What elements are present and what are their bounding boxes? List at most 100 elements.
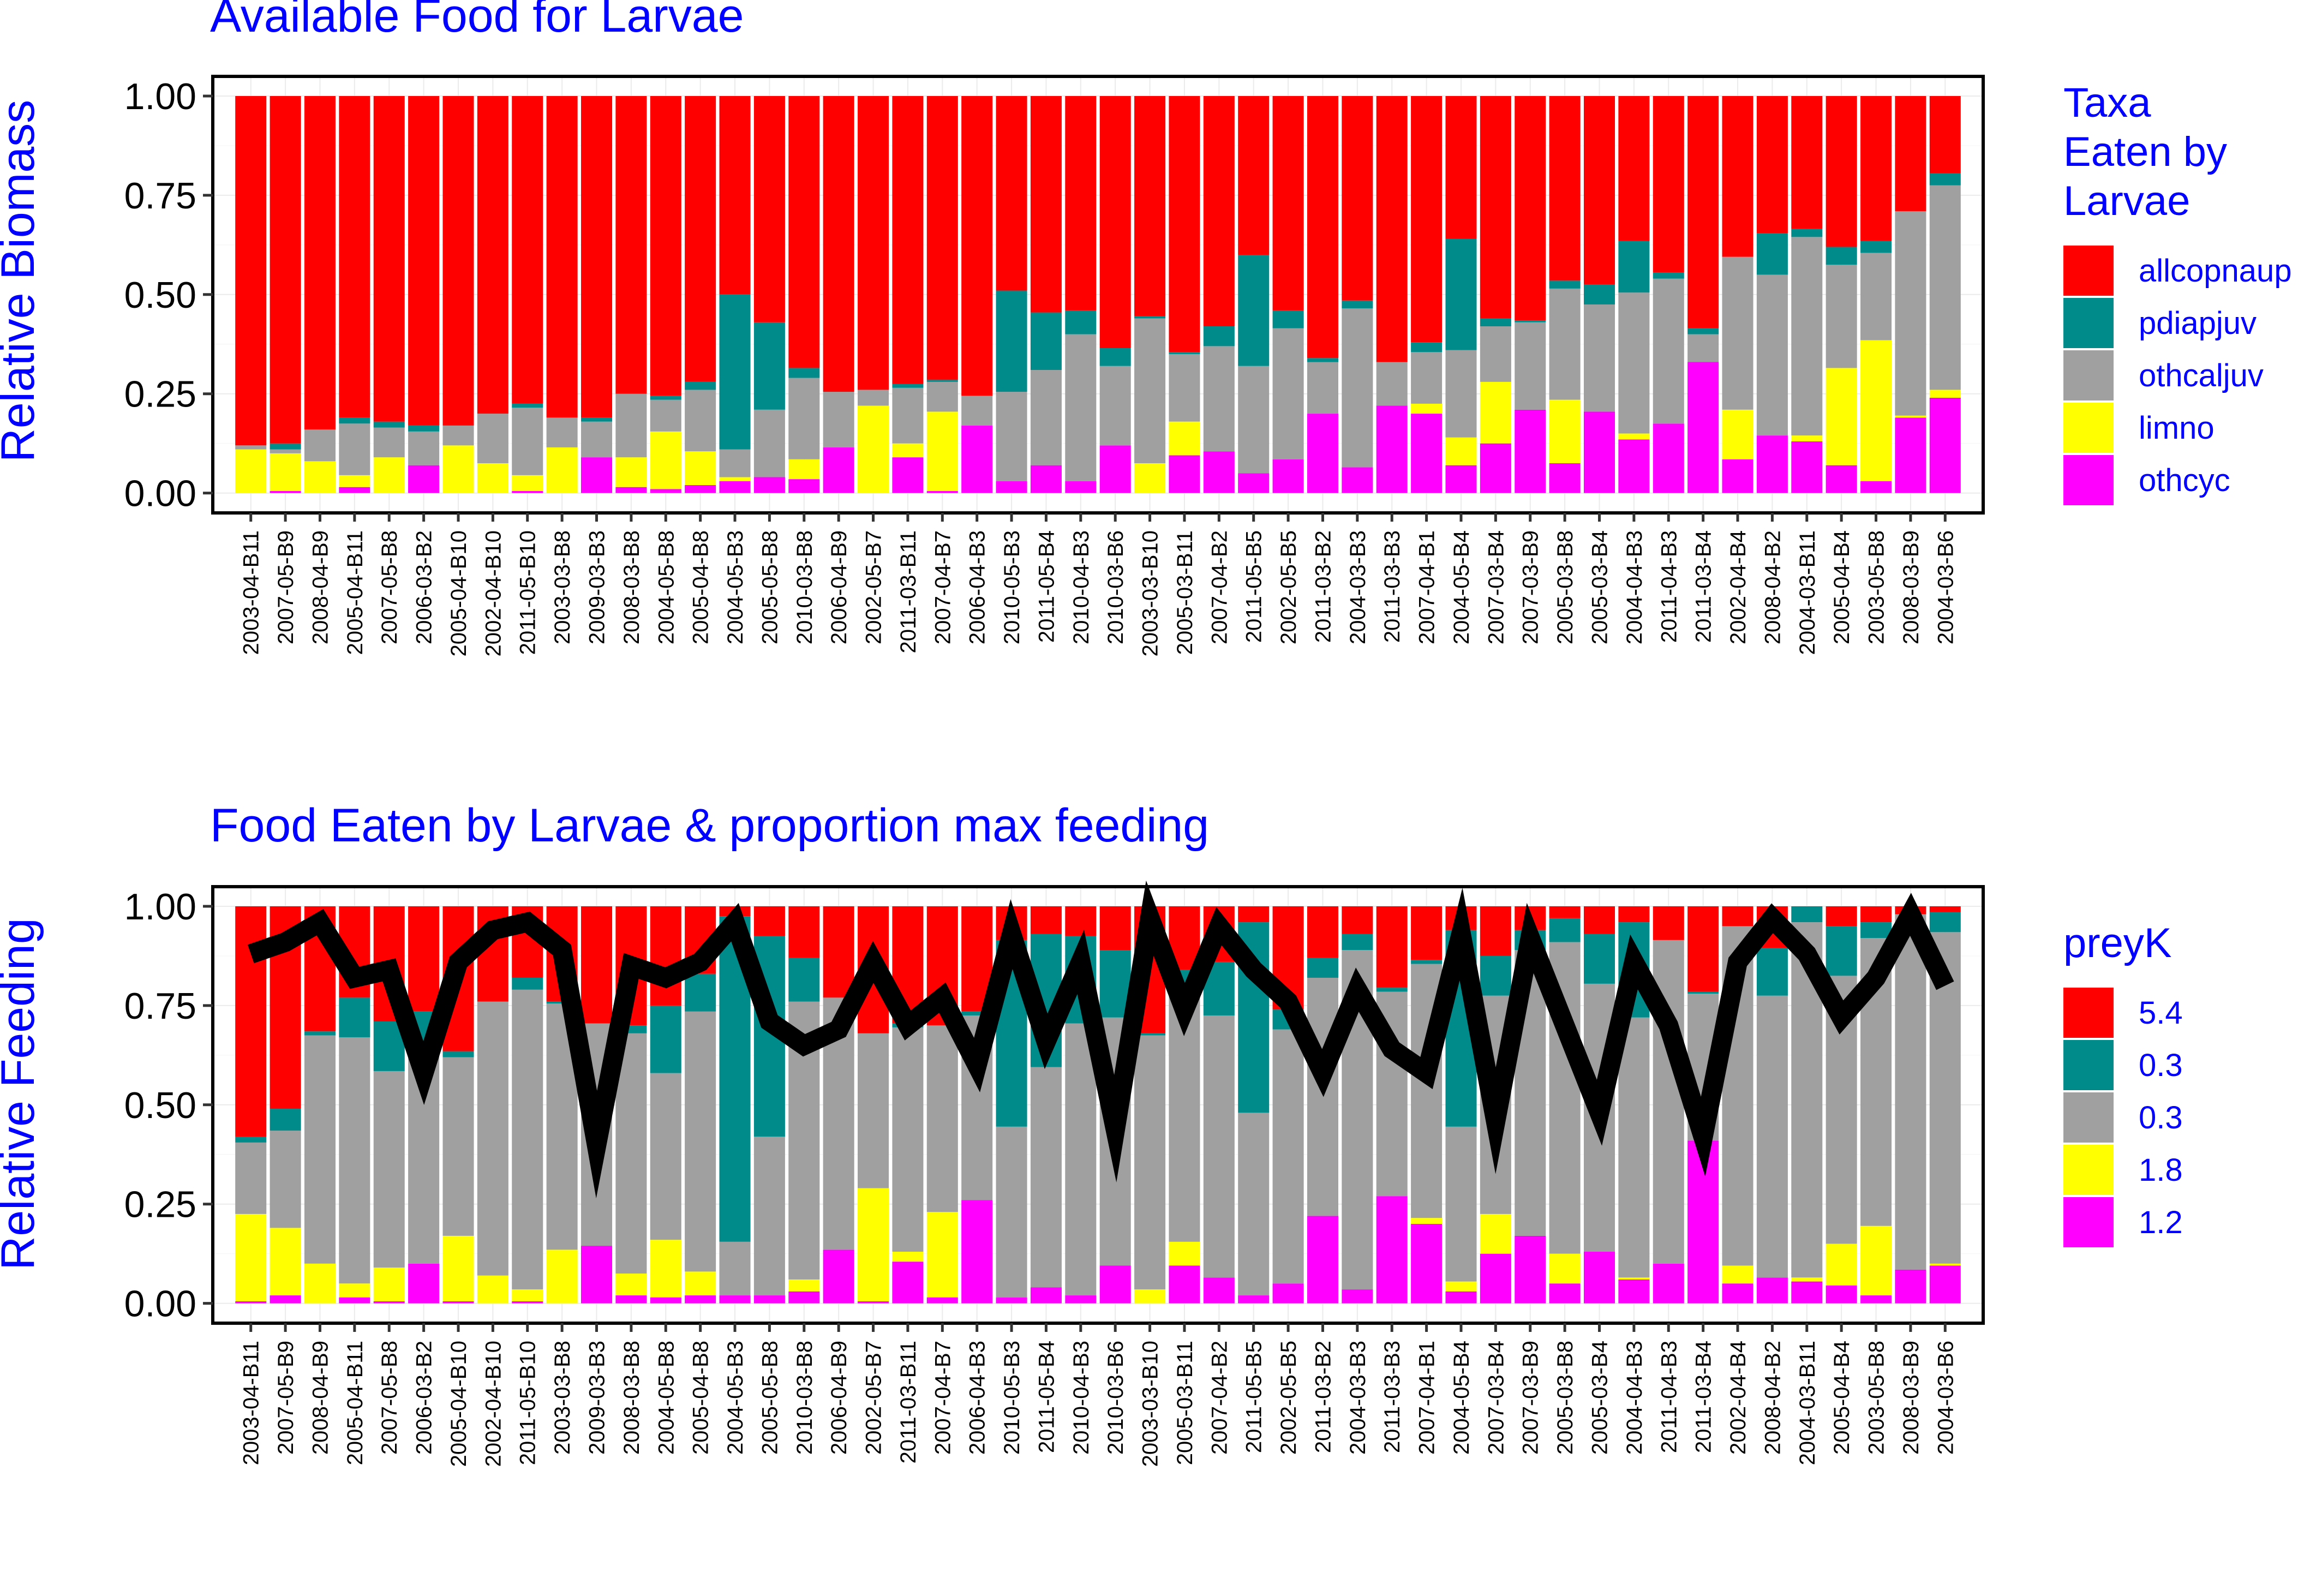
bar-segment bbox=[512, 475, 543, 491]
x-tick-label: 2005-04-B4 bbox=[1830, 1341, 1854, 1455]
x-tick-label: 2003-03-B10 bbox=[1139, 530, 1163, 656]
bar-segment bbox=[1722, 1265, 1754, 1284]
bar-segment bbox=[892, 1252, 924, 1262]
bar-segment bbox=[1411, 352, 1443, 404]
y-tick-label: 0.00 bbox=[124, 1283, 196, 1325]
bar-segment bbox=[1307, 414, 1338, 493]
legend-key bbox=[2063, 988, 2114, 1038]
x-tick-label: 2003-03-B10 bbox=[1139, 1341, 1163, 1467]
bar-segment bbox=[1860, 241, 1892, 253]
bar-segment bbox=[1826, 906, 1857, 926]
bar-segment bbox=[1860, 1226, 1892, 1296]
bar-segment bbox=[270, 443, 301, 450]
bar-segment bbox=[1549, 463, 1581, 493]
bar-segment bbox=[512, 403, 543, 408]
bar-segment bbox=[650, 396, 681, 400]
bar-segment bbox=[615, 457, 647, 487]
bar-segment bbox=[512, 989, 543, 1290]
bar-segment bbox=[788, 906, 820, 958]
bar-segment bbox=[1895, 417, 1926, 493]
bar-segment bbox=[961, 96, 993, 396]
bar-segment bbox=[1826, 926, 1857, 976]
bar-segment bbox=[339, 475, 370, 487]
bar-segment bbox=[373, 421, 405, 428]
bar-segment bbox=[1342, 934, 1373, 951]
bar-segment bbox=[1134, 1035, 1166, 1290]
bar-segment bbox=[1687, 328, 1719, 334]
bar-segment bbox=[408, 465, 440, 493]
bar-segment bbox=[1099, 348, 1131, 366]
bar-segment bbox=[546, 417, 578, 447]
bar-segment bbox=[1895, 96, 1926, 211]
bar-segment bbox=[615, 1274, 647, 1296]
bar-segment bbox=[1065, 481, 1097, 493]
bar-segment bbox=[304, 96, 336, 430]
bar-segment bbox=[270, 1228, 301, 1296]
bar-segment bbox=[1376, 1196, 1408, 1304]
bar-segment bbox=[339, 1283, 370, 1298]
bar-segment bbox=[1756, 995, 1788, 1278]
bar-segment bbox=[753, 1295, 785, 1304]
x-tick-label: 2007-03-B4 bbox=[1484, 530, 1508, 644]
bar-segment bbox=[685, 381, 716, 390]
bar-segment bbox=[1099, 1265, 1131, 1304]
bar-segment bbox=[1826, 265, 1857, 368]
x-tick-label: 2004-03-B6 bbox=[1934, 1341, 1958, 1455]
bar-segment bbox=[858, 96, 889, 390]
bar-segment bbox=[1791, 906, 1823, 923]
bar-segment bbox=[580, 457, 613, 493]
bar-segment bbox=[1756, 96, 1788, 234]
bar-segment bbox=[1272, 459, 1304, 493]
bar-segment bbox=[788, 1279, 820, 1292]
bar-segment bbox=[1653, 906, 1684, 940]
x-tick-label: 2007-04-B1 bbox=[1415, 1341, 1439, 1455]
x-tick-label: 2008-04-B2 bbox=[1761, 1341, 1785, 1455]
bar-segment bbox=[339, 96, 370, 418]
x-tick-label: 2008-04-B9 bbox=[309, 1341, 333, 1455]
bar-segment bbox=[1099, 445, 1131, 493]
x-tick-label: 2002-04-B4 bbox=[1726, 530, 1750, 644]
x-tick-label: 2010-05-B3 bbox=[1000, 530, 1024, 644]
bar-segment bbox=[719, 96, 751, 295]
bar-segment bbox=[1065, 1295, 1097, 1304]
bar-segment bbox=[1618, 96, 1650, 241]
bar-segment bbox=[1307, 906, 1338, 958]
bar-segment bbox=[650, 1297, 681, 1304]
x-tick-label: 2007-03-B9 bbox=[1519, 1341, 1543, 1455]
bar-segment bbox=[858, 390, 889, 406]
bar-segment bbox=[996, 96, 1027, 291]
x-tick-label: 2008-03-B9 bbox=[1899, 1341, 1923, 1455]
x-tick-label: 2011-05-B4 bbox=[1034, 1341, 1058, 1453]
bar-segment bbox=[685, 96, 716, 382]
x-tick-label: 2002-05-B5 bbox=[1277, 530, 1301, 644]
bar-segment bbox=[1929, 397, 1961, 493]
bar-segment bbox=[1653, 272, 1684, 279]
bar-segment bbox=[1411, 1224, 1443, 1304]
x-tick-label: 2002-05-B7 bbox=[862, 530, 886, 644]
bar-segment bbox=[788, 96, 820, 368]
bar-segment bbox=[1203, 1277, 1235, 1304]
legend-title: Eaten by bbox=[2063, 129, 2227, 175]
x-tick-label: 2004-04-B3 bbox=[1623, 530, 1647, 644]
bar-segment bbox=[650, 906, 681, 1006]
bar-segment bbox=[1929, 96, 1961, 174]
bar-segment bbox=[788, 958, 820, 1002]
bar-segment bbox=[373, 96, 405, 422]
bar-segment bbox=[1549, 906, 1581, 918]
bar-segment bbox=[788, 479, 820, 493]
bar-segment bbox=[1307, 362, 1338, 414]
bar-segment bbox=[442, 425, 474, 446]
x-tick-label: 2004-05-B3 bbox=[723, 1341, 747, 1455]
bar-segment bbox=[1722, 459, 1754, 493]
bar-segment bbox=[1376, 906, 1408, 988]
bar-segment bbox=[1272, 328, 1304, 459]
chart-available-food: Available Food for Larvae Relative Bioma… bbox=[0, 0, 2292, 656]
bar-segment bbox=[512, 408, 543, 475]
bar-segment bbox=[442, 1301, 474, 1304]
bar-segment bbox=[580, 1246, 613, 1304]
bar-segment bbox=[1030, 96, 1062, 313]
legend-label: othcyc bbox=[2139, 463, 2230, 498]
bar-segment bbox=[235, 445, 267, 450]
bar-segment bbox=[788, 1291, 820, 1304]
